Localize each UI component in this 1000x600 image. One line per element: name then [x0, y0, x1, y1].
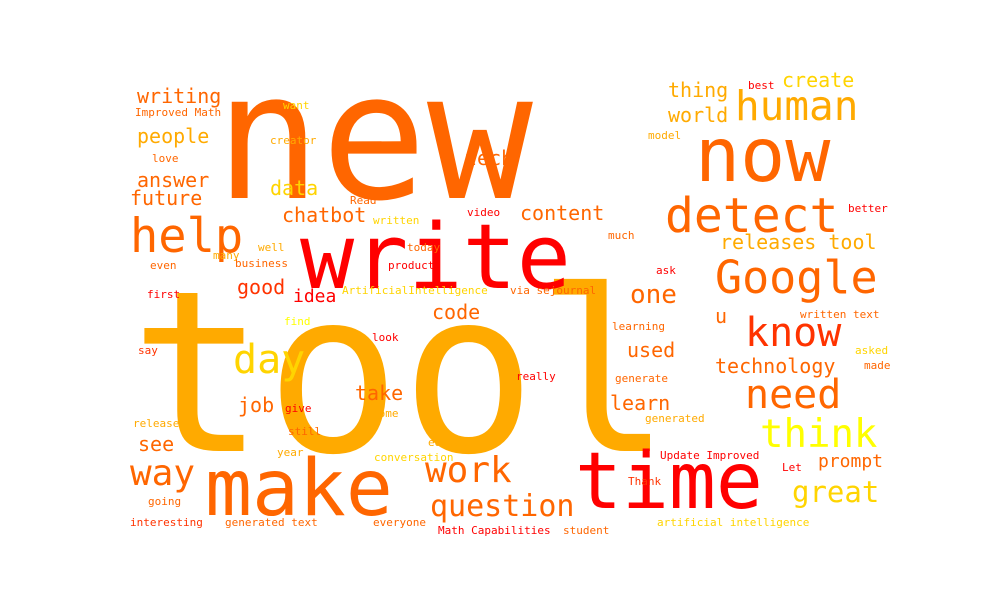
word-think: think	[760, 412, 878, 457]
word-still: still	[288, 425, 322, 438]
word-update-improved: Update Improved	[660, 449, 760, 462]
word-create: create	[782, 68, 855, 92]
word-asked: asked	[855, 344, 889, 357]
word-take: take	[355, 381, 404, 405]
word-via-sejournal: via sejournal	[510, 284, 597, 297]
word-great: great	[792, 475, 880, 509]
word-business: business	[235, 257, 288, 270]
word-need: need	[745, 372, 842, 418]
word-data: data	[270, 176, 319, 200]
word-interesting: interesting	[130, 516, 203, 529]
word-written: written	[373, 214, 420, 227]
word-let: Let	[782, 461, 802, 474]
word-answer: answer	[137, 168, 210, 192]
word-math-capabilities: Math Capabilities	[438, 524, 551, 537]
word-written-text: written text	[800, 308, 880, 321]
word-generate: generate	[615, 372, 668, 385]
word-content: content	[520, 201, 605, 225]
word-u: u	[715, 304, 728, 328]
word-product: product	[388, 259, 435, 272]
word-give: give	[285, 402, 312, 415]
word-used: used	[627, 338, 676, 362]
word-find: find	[284, 315, 311, 328]
word-now: now	[695, 111, 831, 199]
word-say: say	[138, 344, 158, 357]
word-job: job	[238, 393, 275, 417]
word-read: Read	[350, 194, 377, 207]
word-learning: learning	[612, 320, 665, 333]
word-tool: tool	[130, 243, 672, 505]
word-today: today	[407, 241, 441, 254]
word-help: help	[130, 209, 244, 264]
word-improved-math: Improved Math	[135, 106, 222, 119]
word-video: video	[467, 206, 501, 219]
word-learn: learn	[610, 391, 671, 415]
word-good: good	[237, 275, 286, 299]
word-made: made	[864, 359, 891, 372]
word-see: see	[138, 432, 175, 456]
word-look: look	[372, 331, 399, 344]
word-new: new	[215, 35, 533, 240]
word-tech: tech	[465, 146, 514, 170]
word-best: best	[748, 79, 775, 92]
word-thank: Thank	[628, 475, 662, 488]
word-many: many	[213, 249, 240, 262]
word-work: work	[425, 450, 512, 491]
word-people: people	[137, 124, 210, 148]
word-artificialintelligence: ArtificialIntelligence	[342, 284, 488, 297]
word-even: even	[150, 259, 177, 272]
word-want: want	[283, 99, 310, 112]
word-world: world	[668, 103, 729, 127]
word-better: better	[848, 202, 888, 215]
word-student: student	[563, 524, 610, 537]
word-well: well	[258, 241, 285, 254]
word-question: question	[430, 489, 575, 524]
word-model: model	[648, 129, 682, 142]
word-prompt: prompt	[818, 451, 884, 472]
word-releases-tool: releases tool	[720, 230, 877, 254]
word-code: code	[432, 300, 481, 324]
word-detect: detect	[665, 188, 839, 244]
word-human: human	[735, 82, 859, 130]
word-much: much	[608, 229, 635, 242]
word-writing: writing	[137, 84, 222, 108]
word-idea: idea	[293, 286, 337, 307]
word-love: love	[152, 152, 179, 165]
word-released: released	[133, 417, 186, 430]
word-know: know	[745, 310, 842, 356]
word-going: going	[148, 495, 182, 508]
word-first: first	[147, 288, 181, 301]
word-time: time	[575, 437, 763, 527]
word-generated: generated	[645, 412, 705, 425]
word-future: future	[130, 186, 203, 210]
word-chatbot: chatbot	[282, 203, 367, 227]
word-one: one	[630, 280, 677, 310]
word-creator: creator	[270, 134, 317, 147]
word-artificial-intelligence: artificial intelligence	[657, 516, 810, 529]
word-make: make	[205, 444, 393, 534]
word-everyone: everyone	[373, 516, 426, 529]
word-day: day	[233, 337, 306, 383]
word-generated-text: generated text	[225, 516, 318, 529]
word-really: really	[516, 370, 556, 383]
word-write: write	[300, 205, 571, 310]
word-education: education	[428, 436, 488, 449]
word-year: year	[277, 446, 304, 459]
word-google: Google	[715, 251, 878, 304]
word-conversation: conversation	[374, 451, 454, 464]
word-ask: ask	[656, 264, 676, 277]
word-come: come	[372, 407, 399, 420]
word-way: way	[130, 453, 196, 494]
word-technology: technology	[715, 354, 836, 378]
word-thing: thing	[668, 78, 729, 102]
